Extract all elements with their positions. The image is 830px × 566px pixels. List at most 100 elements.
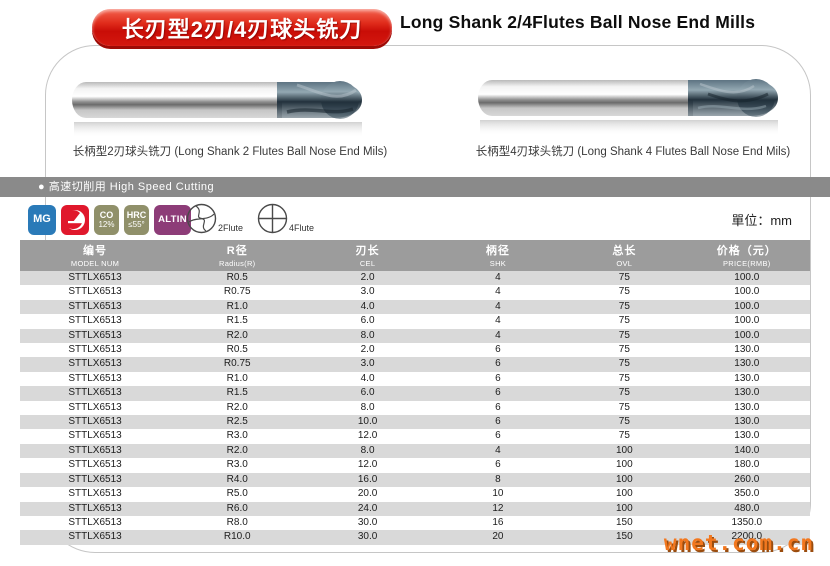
table-row: STTLX6513 R1.0 4.0 4 75 100.0 xyxy=(20,299,810,315)
table-cell: 6 xyxy=(430,357,566,372)
badge-altin: ALTIN xyxy=(154,204,191,235)
table-cell: 4 xyxy=(430,443,566,459)
table-cell: R1.5 xyxy=(170,386,305,401)
table-cell: 350.0 xyxy=(683,487,810,502)
table-cell: 4.0 xyxy=(304,299,431,315)
table-row: STTLX6513 R1.5 6.0 4 75 100.0 xyxy=(20,314,810,329)
endmill-4flute-image xyxy=(478,74,790,145)
table-cell: 4 xyxy=(430,285,566,300)
table-row: STTLX6513 R10.0 30.0 20 150 2200.0 xyxy=(20,530,810,545)
table-cell: 30.0 xyxy=(304,515,431,531)
table-cell: 75 xyxy=(565,371,684,387)
badges-row: MG CO 12% HRC ≤55° ALTIN xyxy=(28,204,191,235)
table-cell: 16.0 xyxy=(304,472,431,488)
table-cell: 2.0 xyxy=(304,343,431,358)
col-header-radius: R径 Radius(R) xyxy=(170,240,305,271)
col-header-shk: 柄径 SHK xyxy=(430,240,566,271)
table-row: STTLX6513 R1.0 4.0 6 75 130.0 xyxy=(20,371,810,387)
spec-table-body: STTLX6513 R0.5 2.0 4 75 100.0 STTLX6513 R0.75 3.… xyxy=(20,271,810,545)
table-cell: STTLX6513 xyxy=(20,400,171,416)
table-cell: R3.0 xyxy=(170,458,305,473)
table-cell: STTLX6513 xyxy=(20,299,171,315)
watermark: wnet.com.cn xyxy=(663,531,814,555)
table-row: STTLX6513 R0.5 2.0 4 75 100.0 xyxy=(20,271,810,286)
table-cell: 130.0 xyxy=(683,357,810,372)
table-cell: R1.0 xyxy=(170,299,305,315)
2flute-label: 2Flute xyxy=(218,223,244,233)
table-cell: 12.0 xyxy=(304,458,431,473)
table-cell: STTLX6513 xyxy=(20,530,171,545)
table-cell: 100.0 xyxy=(683,314,810,329)
unit-label: 單位：mm xyxy=(731,213,792,228)
table-cell: STTLX6513 xyxy=(20,314,171,329)
table-cell: 130.0 xyxy=(683,400,810,416)
table-cell: 75 xyxy=(565,314,684,329)
table-cell: STTLX6513 xyxy=(20,328,171,344)
table-cell: R1.0 xyxy=(170,371,305,387)
table-cell: R3.0 xyxy=(170,429,305,444)
table-cell: 100 xyxy=(565,487,684,502)
table-cell: 10 xyxy=(430,487,566,502)
table-row: STTLX6513 R1.5 6.0 6 75 130.0 xyxy=(20,386,810,401)
table-row: STTLX6513 R2.0 8.0 4 100 140.0 xyxy=(20,443,810,459)
table-cell: 20.0 xyxy=(304,487,431,502)
table-cell: 100 xyxy=(565,443,684,459)
table-cell: 180.0 xyxy=(683,458,810,473)
table-cell: STTLX6513 xyxy=(20,472,171,488)
table-header-row: 编号 MODEL NUM R径 Radius(R) 刃长 CEL 柄径 SHK 总长 OV… xyxy=(20,240,810,271)
table-cell: 10.0 xyxy=(304,415,431,430)
table-cell: R2.0 xyxy=(170,443,305,459)
table-row: STTLX6513 R3.0 12.0 6 75 130.0 xyxy=(20,429,810,444)
table-cell: R2.0 xyxy=(170,328,305,344)
table-row: STTLX6513 R5.0 20.0 10 100 350.0 xyxy=(20,487,810,502)
badge-hrc55: HRC ≤55° xyxy=(124,204,149,235)
endmill-2flute-image xyxy=(72,76,374,147)
table-cell: 6 xyxy=(430,415,566,430)
table-cell: 8.0 xyxy=(304,400,431,416)
table-cell: 150 xyxy=(565,530,684,545)
table-cell: 6 xyxy=(430,371,566,387)
table-cell: 100.0 xyxy=(683,299,810,315)
table-cell: 30.0 xyxy=(304,530,431,545)
table-cell: STTLX6513 xyxy=(20,443,171,459)
table-cell: 6.0 xyxy=(304,314,431,329)
table-cell: 6 xyxy=(430,458,566,473)
table-cell: 4 xyxy=(430,299,566,315)
page-title-cn: 长刃型2刃/4刃球头铣刀 xyxy=(121,16,363,42)
table-cell: 75 xyxy=(565,357,684,372)
table-row: STTLX6513 R0.5 2.0 6 75 130.0 xyxy=(20,343,810,358)
table-cell: STTLX6513 xyxy=(20,285,171,300)
4flute-diagram-icon xyxy=(257,203,288,234)
table-cell: R2.5 xyxy=(170,415,305,430)
endmill-2flute-caption: 长柄型2刃球头铣刀 (Long Shank 2 Flutes Ball Nose… xyxy=(72,146,388,158)
table-cell: 100 xyxy=(565,458,684,473)
table-cell: STTLX6513 xyxy=(20,515,171,531)
table-cell: R0.75 xyxy=(170,285,305,300)
table-cell: 75 xyxy=(565,400,684,416)
table-row: STTLX6513 R4.0 16.0 8 100 260.0 xyxy=(20,472,810,488)
table-cell: 8.0 xyxy=(304,443,431,459)
table-cell: 2.0 xyxy=(304,271,431,286)
4flute-label: 4Flute xyxy=(289,223,315,233)
table-cell: STTLX6513 xyxy=(20,415,171,430)
table-cell: 130.0 xyxy=(683,343,810,358)
flute-diagrams: 2Flute 4Flute xyxy=(186,203,328,234)
table-cell: 8 xyxy=(430,472,566,488)
badge-co-line2: 12% xyxy=(98,219,115,229)
table-cell: R0.75 xyxy=(170,357,305,372)
table-cell: STTLX6513 xyxy=(20,271,171,286)
col-header-price: 价格（元） PRICE(RMB) xyxy=(683,240,810,271)
table-cell: 75 xyxy=(565,299,684,315)
endmill-4flute-caption: 长柄型4刃球头铣刀 (Long Shank 4 Flutes Ball Nose… xyxy=(475,146,791,158)
table-cell: R0.5 xyxy=(170,343,305,358)
table-row: STTLX6513 R6.0 24.0 12 100 480.0 xyxy=(20,501,810,516)
table-cell: 2200.0 xyxy=(683,530,810,545)
table-cell: 130.0 xyxy=(683,429,810,444)
table-cell: STTLX6513 xyxy=(20,487,171,502)
table-cell: 4 xyxy=(430,314,566,329)
table-cell: 75 xyxy=(565,343,684,358)
table-row: STTLX6513 R0.75 3.0 4 75 100.0 xyxy=(20,285,810,300)
table-cell: 1350.0 xyxy=(683,515,810,531)
table-row: STTLX6513 R2.0 8.0 4 75 100.0 xyxy=(20,328,810,344)
